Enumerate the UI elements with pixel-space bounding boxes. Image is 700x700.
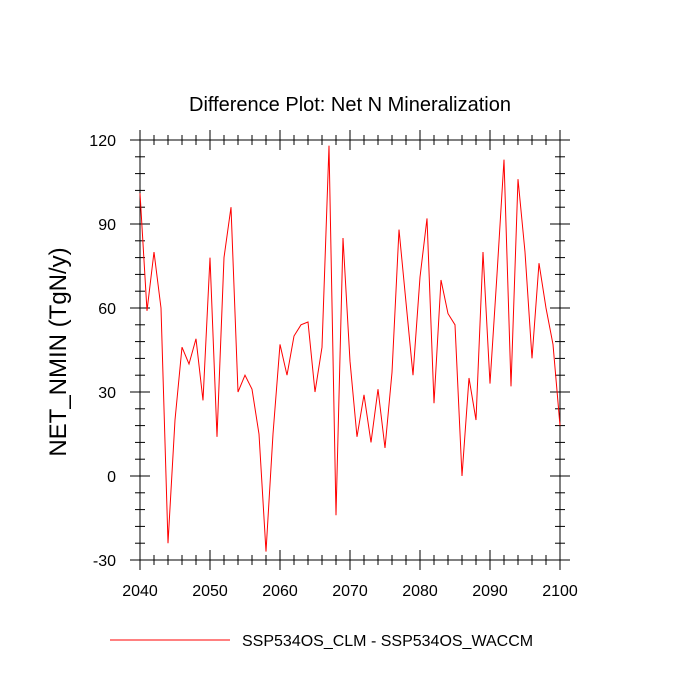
y-tick-label: 60 <box>98 301 116 318</box>
x-tick-label: 2070 <box>332 583 368 600</box>
legend: SSP534OS_CLM - SSP534OS_WACCM <box>110 633 533 650</box>
x-tick-label: 2100 <box>542 583 578 600</box>
y-tick-label: 30 <box>98 385 116 402</box>
x-tick-label: 2080 <box>402 583 438 600</box>
chart-title: Difference Plot: Net N Mineralization <box>189 94 511 116</box>
y-axis-label: NET_NMIN (TgN/y) <box>45 247 72 456</box>
x-tick-label: 2040 <box>122 583 158 600</box>
y-tick-label: -30 <box>93 553 116 570</box>
series-line <box>139 145 561 552</box>
axis-ticks <box>130 130 570 570</box>
axis-tick-labels: 2040 2050 2060 2070 2080 2090 2100 -30 0 30 60 90 12… <box>89 133 578 600</box>
y-tick-label: 0 <box>107 469 116 486</box>
legend-label: SSP534OS_CLM - SSP534OS_WACCM <box>242 633 533 650</box>
y-tick-label: 120 <box>89 133 116 150</box>
x-tick-label: 2060 <box>262 583 298 600</box>
x-tick-label: 2090 <box>472 583 508 600</box>
plot-frame <box>139 139 561 561</box>
y-tick-label: 90 <box>98 217 116 234</box>
x-tick-label: 2050 <box>192 583 228 600</box>
